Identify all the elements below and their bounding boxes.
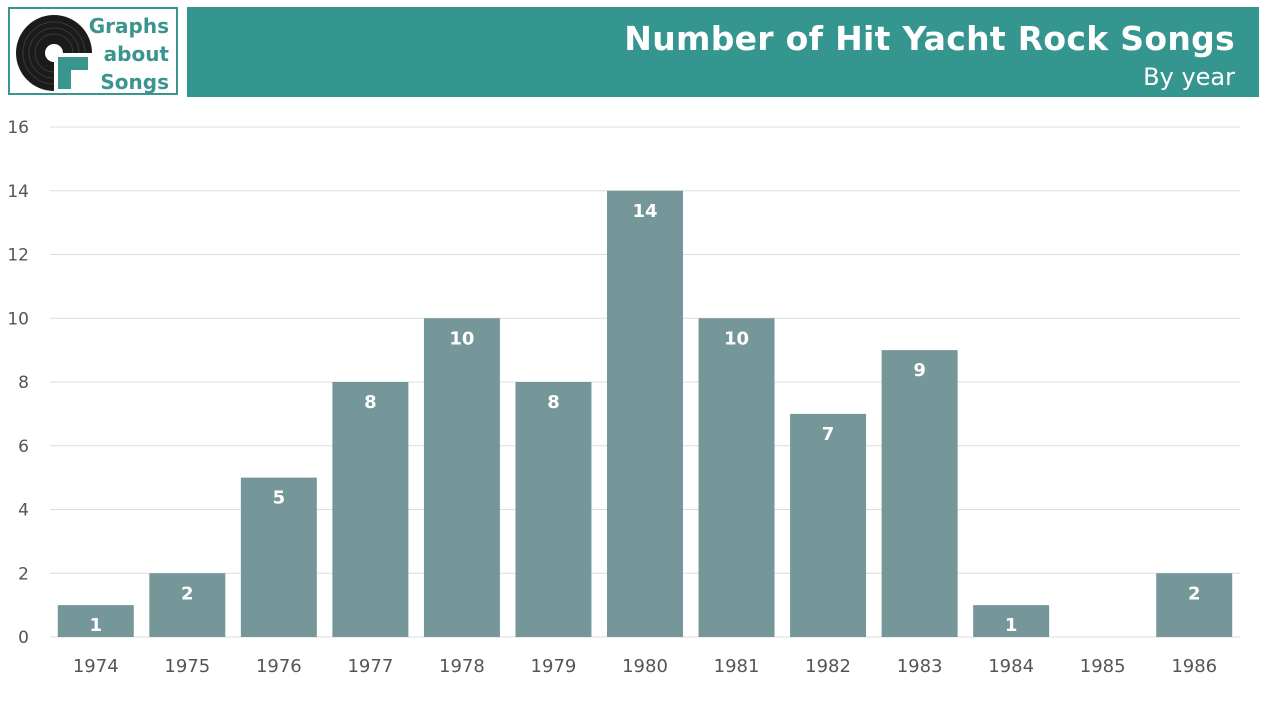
logo-line-2: about <box>103 42 169 66</box>
x-tick-label: 1975 <box>164 656 210 677</box>
bar-value-label: 2 <box>181 583 194 604</box>
bar-1981 <box>698 318 775 637</box>
bar-value-labels: 1 2 5 8 10 8 14 10 7 9 1 2 <box>90 201 1201 636</box>
x-tick-label: 1977 <box>347 656 393 677</box>
x-tick-label: 1986 <box>1171 656 1217 677</box>
bar-1975 <box>149 573 226 637</box>
x-tick-label: 1985 <box>1080 656 1126 677</box>
x-tick-label: 1982 <box>805 656 851 677</box>
y-tick-label: 14 <box>7 182 29 202</box>
x-tick-label: 1976 <box>256 656 302 677</box>
bar-value-label: 8 <box>547 392 560 413</box>
bars <box>57 190 1233 637</box>
bar-value-label: 10 <box>724 328 749 349</box>
x-tick-label: 1980 <box>622 656 668 677</box>
y-tick-label: 16 <box>7 118 29 138</box>
x-tick-label: 1979 <box>531 656 577 677</box>
bar-1976 <box>240 477 317 637</box>
bar-1977 <box>332 382 409 637</box>
y-tick-label: 10 <box>7 309 29 329</box>
y-tick-label: 6 <box>18 437 29 457</box>
y-tick-label: 4 <box>18 501 29 521</box>
bar-value-label: 10 <box>449 328 474 349</box>
logo-text: Graphs about Songs <box>89 12 169 96</box>
bar-1980 <box>607 190 683 637</box>
bar-1978 <box>423 318 500 637</box>
bar-value-label: 9 <box>913 360 926 381</box>
bar-value-label: 8 <box>364 392 377 413</box>
logo-line-1: Graphs <box>88 14 169 38</box>
bar-1979 <box>515 382 592 637</box>
chart-subtitle: By year <box>1143 63 1235 91</box>
bar-1983 <box>881 350 958 637</box>
x-axis-ticks: 1974 1975 1976 1977 1978 1979 1980 1981 1982 1983… <box>73 656 1217 677</box>
bar-value-label: 1 <box>90 615 103 636</box>
x-tick-label: 1974 <box>73 656 119 677</box>
bar-value-label: 5 <box>273 488 286 509</box>
bar-1982 <box>790 413 867 637</box>
bar-value-label: 2 <box>1188 583 1201 604</box>
y-tick-label: 0 <box>18 628 29 648</box>
bar-1984 <box>973 605 1050 637</box>
x-tick-label: 1983 <box>897 656 943 677</box>
bar-value-label: 14 <box>632 201 657 222</box>
chart-title: Number of Hit Yacht Rock Songs <box>624 19 1235 58</box>
logo-line-3: Songs <box>100 70 169 94</box>
x-tick-label: 1984 <box>988 656 1034 677</box>
x-tick-label: 1978 <box>439 656 485 677</box>
bar-1986 <box>1156 573 1233 637</box>
y-tick-label: 8 <box>18 373 29 393</box>
y-tick-label: 2 <box>18 564 29 584</box>
logo: Graphs about Songs <box>8 7 178 95</box>
vinyl-record-icon <box>16 15 94 93</box>
bar-value-label: 1 <box>1005 615 1018 636</box>
bar-1974 <box>57 605 134 637</box>
y-axis-ticks: 0 2 4 6 8 10 12 14 16 <box>7 118 29 648</box>
x-tick-label: 1981 <box>714 656 760 677</box>
y-tick-label: 12 <box>7 246 29 266</box>
title-banner: Number of Hit Yacht Rock Songs By year <box>187 7 1259 97</box>
bar-value-label: 7 <box>822 424 835 445</box>
